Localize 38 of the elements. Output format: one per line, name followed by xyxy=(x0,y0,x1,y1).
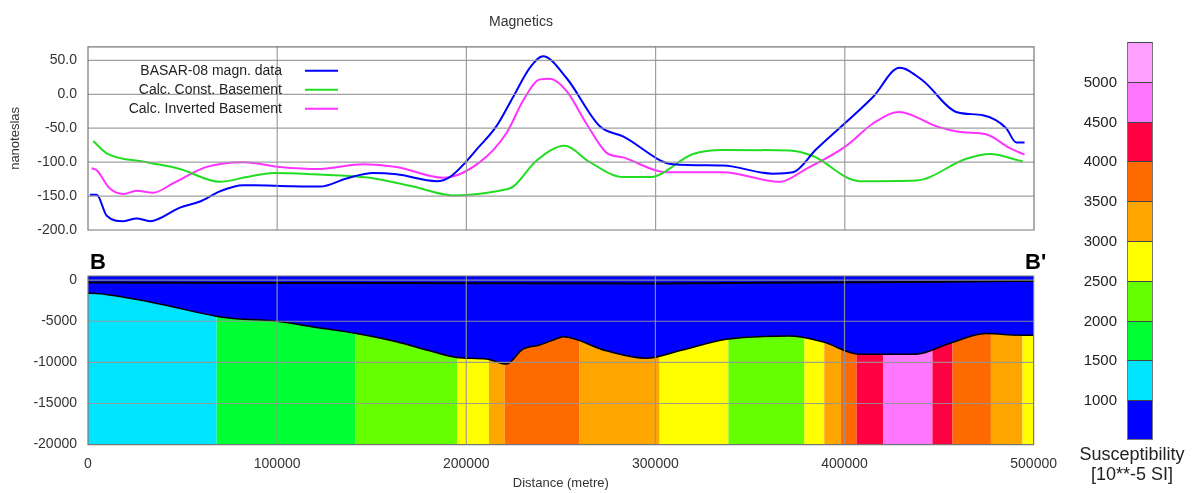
line-series xyxy=(92,140,1024,197)
color-bar-title: Susceptibility [10**-5 SI] xyxy=(1078,444,1186,484)
legend-label: BASAR-08 magn. data xyxy=(140,61,283,78)
y-tick-label: 50.0 xyxy=(49,51,78,68)
x-tick-label: 300000 xyxy=(632,454,679,471)
x-tick-label: 500000 xyxy=(1010,454,1058,471)
x-tick-label: 0 xyxy=(84,454,93,471)
color-bar-label: 2000 xyxy=(1082,311,1117,330)
color-bar-label: 1500 xyxy=(1082,351,1117,370)
chart-title: Magnetics xyxy=(489,13,553,30)
y-tick-label: -5000 xyxy=(41,312,78,329)
line-series xyxy=(88,55,1026,223)
y-tick-label: -10000 xyxy=(33,353,78,370)
x-tick-label: 400000 xyxy=(821,454,869,471)
y-tick-label: -15000 xyxy=(33,394,78,411)
color-bar-label: 4500 xyxy=(1082,112,1117,131)
legend-label: Calc. Const. Basement xyxy=(138,80,283,97)
color-bar-label: 4000 xyxy=(1082,152,1117,171)
y-axis-title: nanoteslas xyxy=(7,106,23,170)
x-axis-title: Distance (metre) xyxy=(512,474,609,490)
x-tick-label: 100000 xyxy=(253,454,301,471)
y-tick-label: -50.0 xyxy=(45,119,78,136)
color-bar-label: 3000 xyxy=(1082,232,1117,250)
color-bar-label: 2500 xyxy=(1082,271,1117,290)
color-bar-label: 1000 xyxy=(1082,391,1117,410)
legend-label: Calc. Inverted Basement xyxy=(128,99,283,116)
y-tick-label: -200.0 xyxy=(37,220,78,237)
color-bar-label: 3500 xyxy=(1082,192,1117,211)
text: B' xyxy=(1025,249,1047,275)
text: B xyxy=(90,249,106,275)
line-series xyxy=(90,77,1026,196)
y-tick-label: 0.0 xyxy=(57,85,78,102)
x-tick-label: 200000 xyxy=(442,454,490,471)
color-bar-label: 5000 xyxy=(1082,72,1117,91)
y-tick-label: 0 xyxy=(69,270,78,287)
y-tick-label: -150.0 xyxy=(37,186,78,203)
y-tick-label: -100.0 xyxy=(37,153,78,170)
y-tick-label: -20000 xyxy=(33,435,78,452)
